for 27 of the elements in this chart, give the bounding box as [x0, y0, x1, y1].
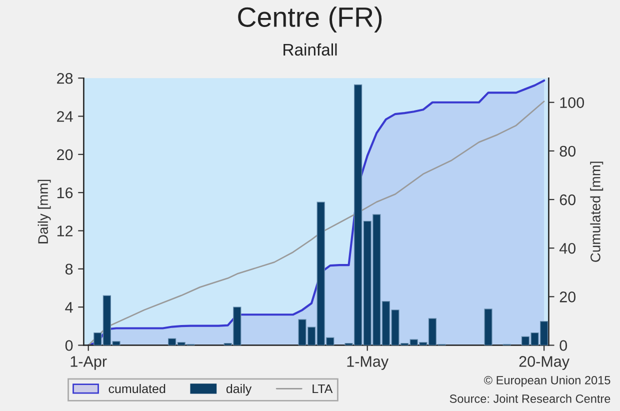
y2-tick-label: 40	[559, 242, 576, 254]
y2-tick-label: 20	[560, 292, 576, 302]
y2-axis-title: Cumulated [mm]	[590, 162, 604, 262]
y-tick-label: 24	[57, 111, 73, 122]
legend-label: LTA	[312, 384, 333, 394]
y-tick-label: 4	[65, 302, 73, 313]
y-tick-label: 16	[57, 187, 73, 198]
y-tick-label: 28	[57, 72, 73, 84]
y-tick-label: 0	[65, 340, 73, 351]
chart-title: Centre (FR)	[238, 6, 382, 32]
y-axis-title: Daily [mm]	[38, 180, 51, 244]
y2-tick-label: 80	[560, 146, 576, 157]
y2-tick-label: 100	[560, 97, 584, 108]
y2-tick-label: 0	[560, 340, 568, 351]
y-tick-label: 8	[65, 264, 73, 275]
bar	[484, 308, 492, 346]
text: © European Union 2015	[484, 376, 610, 387]
source-note: Source: Joint Research Centre	[450, 394, 610, 403]
y-tick-label: 20	[57, 149, 73, 160]
chart-subtitle: Rainfall	[284, 43, 337, 56]
legend-label: daily	[226, 384, 252, 396]
x-tick-label: 1-Apr	[70, 356, 107, 370]
y2-tick-label: 60	[560, 194, 576, 206]
legend-label: cumulated	[108, 384, 166, 394]
x-tick-label: 1-May	[347, 356, 389, 370]
x-tick-label: 20-May	[519, 356, 570, 370]
y-tick-label: 12	[57, 226, 73, 236]
